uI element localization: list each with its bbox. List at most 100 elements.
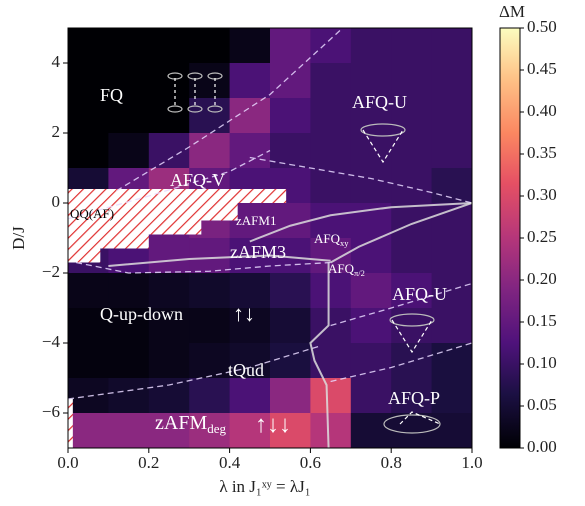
heat-cell [310, 413, 351, 449]
x-tick-label: 1.0 [461, 453, 482, 472]
annotation-text: AFQ-P [388, 388, 440, 408]
annotation-text: AFQ [314, 231, 341, 246]
heat-cell [189, 308, 230, 344]
heat-cell [270, 308, 311, 344]
colorbar-tick-label: 0.45 [527, 59, 557, 78]
heat-cell [149, 28, 190, 64]
heat-cell [432, 63, 473, 99]
annotation-text: ↑↓↓ [255, 412, 291, 438]
annotation-text: AFQ [328, 261, 355, 276]
heat-cell [68, 413, 109, 449]
heat-cell [189, 238, 230, 274]
heat-cell [230, 378, 271, 414]
heat-cell [310, 98, 351, 134]
y-tick-label: 4 [52, 52, 61, 71]
colorbar-tick-label: 0.15 [527, 311, 557, 330]
heat-cell [432, 133, 473, 169]
heat-cell [108, 378, 149, 414]
chart: FQAFQ-UAFQ-VQQ(AF)zAFM1zAFM3AFQxyAFQπ/2A… [0, 0, 585, 506]
heat-cell [149, 378, 190, 414]
heat-cell [432, 413, 473, 449]
annotation: tQud [228, 360, 264, 380]
heat-cell [270, 133, 311, 169]
heat-cell [149, 238, 190, 274]
heat-cell [68, 343, 109, 379]
heat-cell [432, 98, 473, 134]
heat-cell [351, 168, 392, 204]
heat-cell [432, 28, 473, 64]
heat-cell [310, 273, 351, 309]
x-axis-label: λ in J₁ˣʸ = λJ₁ [219, 477, 310, 496]
heat-cell [108, 343, 149, 379]
heat-cell [351, 273, 392, 309]
annotation-text: zAFM1 [236, 213, 276, 228]
colorbar-tick-label: 0.50 [527, 17, 557, 36]
annotation: AFQ-U [392, 284, 447, 304]
x-tick-label: 0.4 [219, 453, 241, 472]
colorbar-tick-label: 0.30 [527, 185, 557, 204]
heat-cell [270, 378, 311, 414]
annotation-text: QQ(AF) [70, 206, 114, 221]
x-tick-label: 0.2 [138, 453, 159, 472]
annotation: FQ [100, 85, 123, 105]
colorbar [500, 28, 520, 448]
heat-cell [351, 133, 392, 169]
x-tick-label: 0.8 [381, 453, 402, 472]
heat-cell [108, 133, 149, 169]
annotation: ↑↓ [233, 301, 255, 326]
heat-cell [149, 63, 190, 99]
annotation-subscript: xy [340, 238, 349, 248]
annotation-subscript: π/2 [354, 268, 365, 278]
annotation-text: FQ [100, 85, 123, 105]
heat-cell [351, 28, 392, 64]
heat-cell [351, 413, 392, 449]
heat-cell [351, 343, 392, 379]
heat-cell [391, 203, 432, 239]
heat-cell [270, 28, 311, 64]
heat-cell [189, 378, 230, 414]
annotation-text: zAFM [155, 412, 207, 434]
heat-cell [149, 98, 190, 134]
colorbar-tick-label: 0.35 [527, 143, 557, 162]
colorbar-tick-label: 0.00 [527, 437, 557, 456]
heat-cell [270, 63, 311, 99]
heat-cell [432, 343, 473, 379]
heat-cell [230, 28, 271, 64]
heat-cell [310, 63, 351, 99]
heat-cell [149, 133, 190, 169]
annotation-text: tQud [228, 360, 264, 380]
annotation: Q-up-down [100, 304, 183, 324]
heat-cell [432, 168, 473, 204]
heat-cell [391, 28, 432, 64]
heat-cell [391, 168, 432, 204]
annotation: zAFM1 [236, 213, 276, 228]
heat-cell [351, 378, 392, 414]
annotation: zAFM3 [230, 242, 286, 262]
annotation-text: AFQ-U [352, 92, 407, 112]
heat-cell [149, 343, 190, 379]
annotation: QQ(AF) [70, 206, 114, 221]
colorbar-tick-label: 0.40 [527, 101, 557, 120]
annotation-text: Q-up-down [100, 304, 183, 324]
heat-cell [108, 413, 149, 449]
annotation-text: ↑↓ [233, 301, 255, 326]
y-tick-label: 0 [52, 192, 61, 211]
heat-cell [189, 343, 230, 379]
heat-cell [270, 98, 311, 134]
colorbar-tick-label: 0.05 [527, 395, 557, 414]
heat-cell [189, 273, 230, 309]
annotation-text: AFQ-U [392, 284, 447, 304]
annotation-text: zAFM3 [230, 242, 286, 262]
heat-cell [230, 133, 271, 169]
annotation: ↑↓↓ [255, 412, 291, 438]
y-tick-label: 2 [52, 122, 61, 141]
heat-cell [432, 203, 473, 239]
y-axis-label: D/J [9, 226, 28, 250]
heat-cell [230, 63, 271, 99]
colorbar-tick-label: 0.20 [527, 269, 557, 288]
y-tick-label: −2 [42, 262, 60, 281]
heat-cell [189, 133, 230, 169]
x-tick-label: 0.6 [300, 453, 321, 472]
colorbar-label: ΔM [499, 2, 525, 21]
